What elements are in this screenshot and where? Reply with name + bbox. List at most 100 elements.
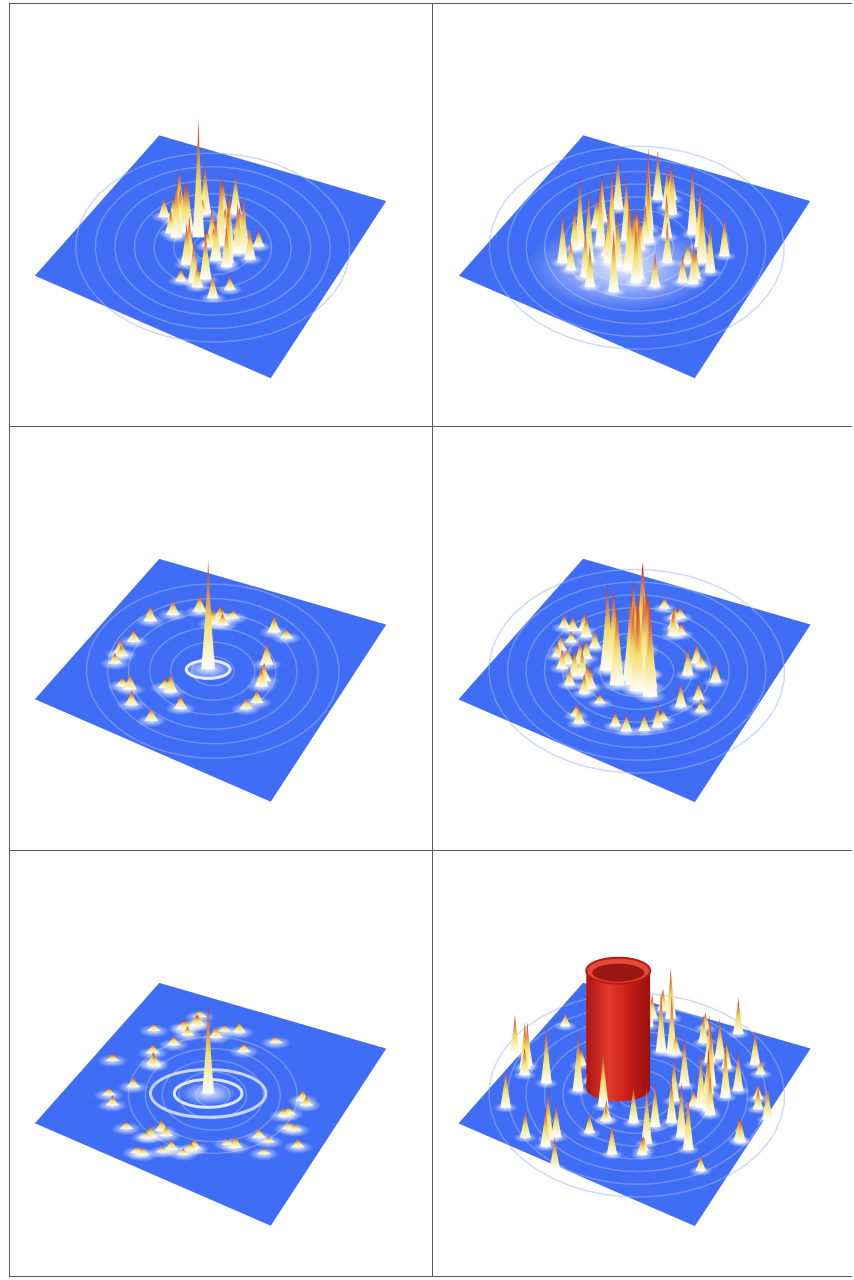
surface-peak bbox=[609, 603, 625, 686]
surface-peak bbox=[566, 615, 579, 631]
surface-peak bbox=[572, 706, 585, 724]
surface-peak bbox=[226, 609, 241, 619]
surface-peak bbox=[584, 666, 597, 689]
panel-row2-left bbox=[9, 427, 433, 851]
peak-base-glow bbox=[155, 686, 187, 699]
surface-peak bbox=[159, 1125, 174, 1137]
surface-peak bbox=[732, 1050, 744, 1091]
surface-peak bbox=[192, 117, 205, 238]
surface-peak bbox=[661, 194, 673, 238]
surface-peak bbox=[704, 220, 716, 273]
surface-peak bbox=[686, 164, 698, 235]
surface-peak bbox=[191, 264, 204, 288]
peak-base-glow bbox=[502, 1048, 527, 1059]
surface-peak bbox=[267, 614, 282, 633]
surface-peak bbox=[549, 1136, 561, 1169]
surface-peak bbox=[126, 628, 141, 642]
surface-peak bbox=[609, 711, 622, 727]
surface-peak bbox=[519, 1109, 531, 1138]
peak-base-glow bbox=[165, 702, 196, 716]
surface-peak bbox=[720, 1044, 731, 1098]
surface-peak bbox=[126, 1076, 141, 1088]
surface-peak bbox=[674, 682, 687, 708]
peak-base-glow bbox=[114, 683, 146, 696]
peak-base-glow bbox=[230, 702, 262, 716]
ripple-ring bbox=[562, 1043, 712, 1147]
ripple-ring bbox=[488, 145, 785, 350]
surface-peak bbox=[291, 1138, 305, 1148]
peak-base-glow bbox=[533, 1141, 558, 1152]
surface-peak bbox=[170, 179, 183, 238]
peak-base-glow bbox=[251, 658, 282, 672]
surface-peak bbox=[163, 672, 178, 693]
surface-peak bbox=[214, 608, 229, 619]
surface-peak bbox=[268, 1036, 283, 1043]
surface-peak bbox=[667, 612, 680, 636]
surface-peak bbox=[665, 968, 677, 1019]
panel-row2-right bbox=[433, 427, 852, 851]
surface-peak bbox=[276, 1107, 291, 1117]
peak-base-glow bbox=[111, 1122, 142, 1136]
ripple-ring bbox=[506, 581, 767, 761]
surface-peak bbox=[144, 707, 159, 721]
surface-peak bbox=[584, 245, 596, 287]
surface-peak bbox=[209, 1026, 223, 1038]
surface-peak bbox=[687, 244, 699, 285]
surface-peak bbox=[675, 1081, 687, 1138]
surface-peak bbox=[288, 1123, 303, 1131]
surface-plot-row3-left bbox=[34, 982, 387, 1226]
surface-plot-row2-left bbox=[34, 558, 387, 802]
surface-peak bbox=[105, 1095, 120, 1106]
peak-base-glow bbox=[228, 1045, 260, 1059]
ripple-ring bbox=[525, 594, 749, 749]
surface-peak bbox=[299, 1096, 314, 1106]
peak-base-glow bbox=[586, 697, 613, 709]
surface-peak bbox=[572, 1031, 584, 1092]
ripple-ring bbox=[144, 1047, 281, 1143]
peak-base-glow bbox=[157, 608, 189, 622]
base-plane bbox=[34, 558, 387, 802]
surface-plot-row2-right bbox=[458, 558, 811, 803]
surface-peak bbox=[124, 690, 139, 706]
surface-peak bbox=[642, 610, 658, 697]
surface-peak bbox=[655, 990, 667, 1053]
surface-peak bbox=[254, 666, 269, 687]
peak-base-glow bbox=[246, 680, 277, 693]
surface-peak bbox=[695, 1050, 707, 1109]
surface-peak bbox=[588, 630, 601, 649]
surface-peak bbox=[217, 1024, 232, 1032]
surface-peak bbox=[178, 1019, 193, 1030]
surface-peak bbox=[192, 594, 207, 612]
surface-peak bbox=[519, 1047, 531, 1076]
surface-peak bbox=[593, 693, 606, 704]
surface-peak bbox=[223, 275, 236, 290]
surface-plot-grid bbox=[9, 3, 852, 1277]
surface-peak bbox=[694, 698, 707, 713]
ripple-ring bbox=[161, 1059, 265, 1131]
surface-peak bbox=[677, 254, 689, 283]
surface-peak bbox=[651, 705, 664, 728]
surface-peak bbox=[259, 641, 274, 665]
surface-peak bbox=[123, 673, 137, 690]
panel-row3-right bbox=[433, 851, 852, 1277]
surface-peak bbox=[718, 215, 730, 257]
surface-peak bbox=[176, 1148, 191, 1155]
surface-peak bbox=[164, 1139, 179, 1150]
surface-peak bbox=[239, 698, 253, 710]
surface-peak bbox=[105, 1053, 120, 1061]
surface-peak bbox=[692, 681, 705, 700]
surface-peak bbox=[629, 609, 645, 692]
surface-peak bbox=[183, 1142, 198, 1151]
surface-peak bbox=[612, 154, 624, 210]
surface-peak bbox=[138, 1131, 153, 1138]
surface-peak bbox=[755, 1059, 766, 1075]
surface-peak bbox=[697, 1014, 709, 1044]
peak-base-glow bbox=[138, 1059, 170, 1073]
peak-base-glow bbox=[167, 1148, 199, 1161]
peak-base-glow bbox=[688, 1166, 713, 1177]
surface-peak bbox=[578, 673, 591, 694]
surface-peak bbox=[519, 1022, 531, 1069]
surface-peak bbox=[623, 201, 635, 270]
surface-peak bbox=[229, 171, 242, 215]
surface-peak bbox=[627, 1085, 639, 1124]
